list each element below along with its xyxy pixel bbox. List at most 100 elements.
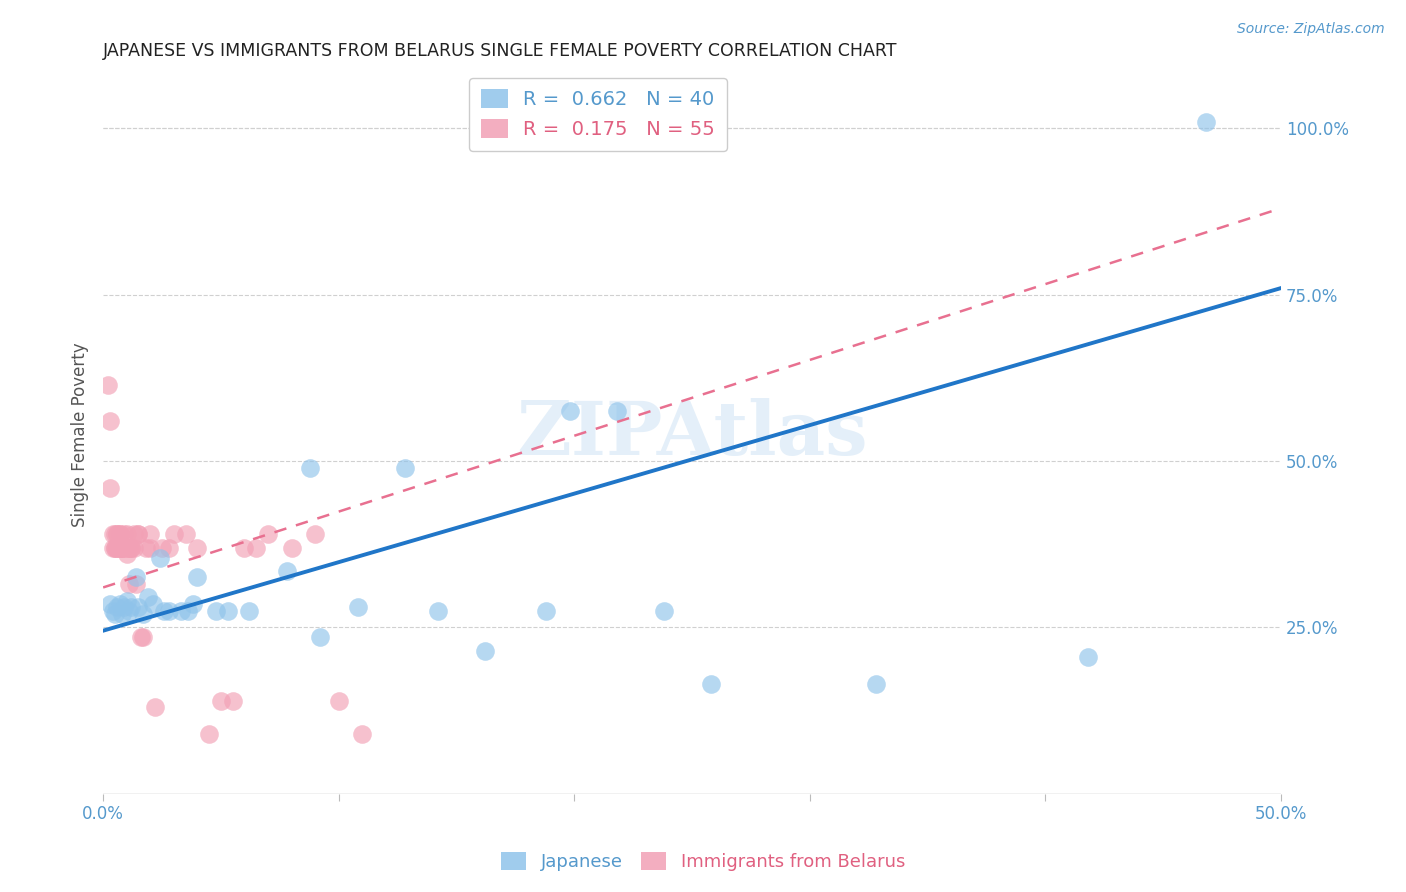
Point: [139, 541, 162, 555]
Point: [108, 541, 131, 555]
Point: [104, 527, 127, 541]
Point: [105, 527, 128, 541]
Point: [157, 604, 180, 618]
Point: [104, 541, 127, 555]
Point: [127, 527, 149, 541]
Point: [108, 597, 131, 611]
Point: [143, 700, 166, 714]
Point: [135, 541, 157, 555]
Point: [558, 404, 581, 418]
Point: [352, 727, 374, 741]
Point: [112, 527, 135, 541]
Legend: R =  0.662   N = 40, R =  0.175   N = 55: R = 0.662 N = 40, R = 0.175 N = 55: [468, 78, 727, 151]
Point: [157, 541, 180, 555]
Point: [186, 541, 208, 555]
Point: [111, 541, 134, 555]
Point: [606, 404, 628, 418]
Point: [198, 727, 221, 741]
Point: [108, 527, 131, 541]
Point: [112, 600, 135, 615]
Point: [127, 527, 149, 541]
Point: [120, 600, 142, 615]
Point: [104, 541, 127, 555]
Point: [98, 481, 121, 495]
Point: [700, 677, 723, 691]
Point: [115, 527, 138, 541]
Point: [108, 527, 131, 541]
Point: [118, 541, 141, 555]
Point: [181, 597, 204, 611]
Text: Source: ZipAtlas.com: Source: ZipAtlas.com: [1237, 22, 1385, 37]
Point: [233, 541, 256, 555]
Point: [122, 541, 145, 555]
Point: [652, 604, 675, 618]
Point: [177, 604, 200, 618]
Point: [111, 541, 134, 555]
Point: [163, 527, 186, 541]
Y-axis label: Single Female Poverty: Single Female Poverty: [72, 343, 89, 527]
Point: [118, 604, 141, 618]
Point: [209, 693, 232, 707]
Legend: Japanese, Immigrants from Belarus: Japanese, Immigrants from Belarus: [494, 846, 912, 879]
Point: [127, 600, 149, 615]
Point: [104, 607, 127, 621]
Point: [217, 604, 239, 618]
Point: [280, 541, 302, 555]
Point: [101, 527, 124, 541]
Point: [118, 541, 141, 555]
Point: [474, 643, 496, 657]
Point: [174, 527, 197, 541]
Point: [105, 527, 128, 541]
Point: [129, 631, 152, 645]
Point: [120, 541, 142, 555]
Point: [98, 414, 121, 428]
Point: [205, 604, 228, 618]
Point: [136, 591, 159, 605]
Point: [105, 600, 128, 615]
Point: [150, 541, 173, 555]
Point: [101, 604, 124, 618]
Point: [101, 541, 124, 555]
Point: [221, 693, 243, 707]
Point: [108, 541, 131, 555]
Point: [346, 600, 368, 615]
Point: [98, 597, 121, 611]
Point: [304, 527, 326, 541]
Point: [534, 604, 557, 618]
Point: [238, 604, 260, 618]
Point: [245, 541, 267, 555]
Point: [153, 604, 176, 618]
Point: [111, 607, 134, 621]
Point: [308, 631, 330, 645]
Point: [170, 604, 193, 618]
Point: [257, 527, 280, 541]
Point: [142, 597, 165, 611]
Point: [111, 541, 134, 555]
Point: [865, 677, 887, 691]
Text: JAPANESE VS IMMIGRANTS FROM BELARUS SINGLE FEMALE POVERTY CORRELATION CHART: JAPANESE VS IMMIGRANTS FROM BELARUS SING…: [103, 42, 897, 60]
Point: [105, 541, 128, 555]
Point: [149, 550, 172, 565]
Point: [115, 547, 138, 561]
Point: [115, 541, 138, 555]
Point: [132, 607, 155, 621]
Point: [115, 593, 138, 607]
Point: [186, 570, 208, 584]
Point: [139, 527, 162, 541]
Point: [125, 577, 148, 591]
Point: [1194, 115, 1216, 129]
Text: ZIPAtlas: ZIPAtlas: [516, 398, 868, 471]
Point: [105, 541, 128, 555]
Point: [120, 541, 142, 555]
Point: [426, 604, 449, 618]
Point: [132, 631, 155, 645]
Point: [112, 541, 135, 555]
Point: [118, 577, 141, 591]
Point: [97, 377, 120, 392]
Point: [276, 564, 298, 578]
Point: [125, 570, 148, 584]
Point: [1077, 650, 1099, 665]
Point: [122, 527, 145, 541]
Point: [394, 460, 416, 475]
Point: [328, 693, 350, 707]
